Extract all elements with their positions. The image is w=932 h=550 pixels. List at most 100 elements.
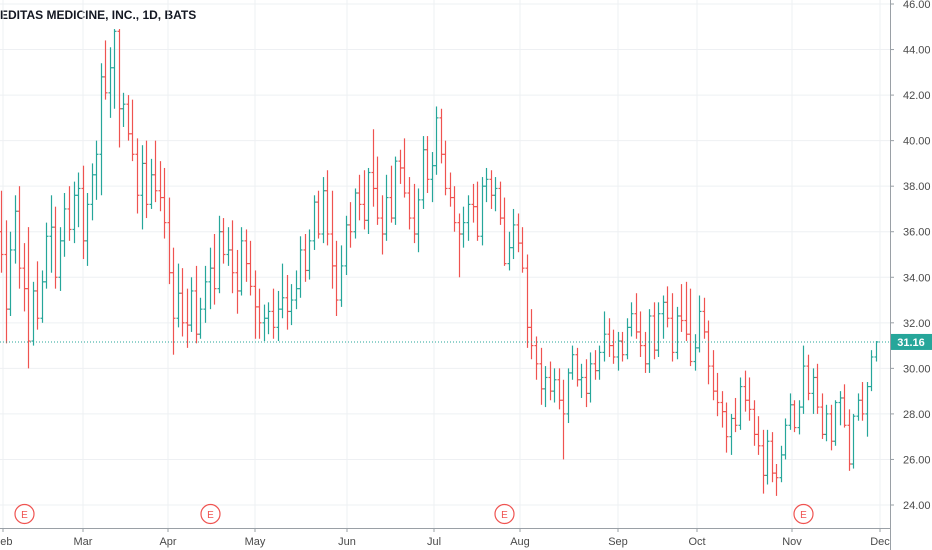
ohlc-bar [774,464,779,496]
ohlc-bar [362,170,367,230]
earnings-marker [200,503,221,525]
ohlc-bar [579,363,584,398]
ohlc-bar [58,227,63,291]
ohlc-bar [765,429,770,485]
ohlc-bar [448,172,453,207]
ohlc-bar [31,281,36,346]
ohlc-bar [792,400,797,433]
ohlc-bar [588,352,593,403]
ohlc-bar [661,295,666,339]
ohlc-bar [611,329,616,364]
ohlc-bar [366,167,371,235]
ohlc-bar [761,429,766,494]
ohlc-bar [76,172,81,228]
ohlc-bar [625,318,630,360]
ohlc-bar [26,227,31,369]
ohlc-bar [593,350,598,380]
ohlc-bar [312,195,317,250]
ohlc-bar [171,247,176,355]
ohlc-bar [344,215,349,275]
y-tick-label: 30.00 [903,363,931,375]
ohlc-bar [421,136,426,209]
ohlc-bar [457,213,462,278]
ohlc-bar [248,240,253,296]
ohlc-bar [806,354,811,401]
ohlc-bar [711,350,716,401]
ohlc-bar [484,167,489,203]
ohlc-bar [860,382,865,421]
ohlc-bar [747,377,752,421]
ohlc-bar [466,195,471,241]
ohlc-bar [842,384,847,428]
ohlc-bar [566,368,571,424]
y-tick-label: 40.00 [903,136,931,148]
ohlc-bar [8,231,13,316]
ohlc-bar [94,140,99,200]
ohlc-bar [180,268,185,337]
ohlc-bar [325,170,330,246]
ohlc-bar [638,311,643,357]
ohlc-bar [140,145,145,230]
ohlc-bar [847,409,852,471]
y-tick-label: 36.00 [903,227,931,239]
ohlc-bar [330,190,335,289]
ohlc-bar [62,193,67,257]
ohlc-bar [149,158,154,209]
ohlc-bar [797,400,802,435]
ohlc-bar [851,413,856,469]
ohlc-bar [693,334,698,371]
ohlc-bar [117,29,122,148]
ohlc-bar [402,138,407,198]
y-tick-label: 44.00 [903,45,931,57]
ohlc-bar [53,206,58,289]
x-tick-label: May [245,536,266,548]
ohlc-bar [620,331,625,362]
ohlc-bar [162,167,167,239]
ohlc-bar [316,190,321,239]
ohlc-bar [434,106,439,175]
ohlc-bar [829,404,834,451]
ohlc-bar [262,304,267,342]
ohlc-bar [271,288,276,339]
ohlc-bar [194,265,199,344]
ohlc-bar [144,140,149,219]
ohlc-bar [108,47,113,118]
ohlc-bar [688,288,693,367]
ohlc-bar [412,183,417,244]
ohlc-bar [729,413,734,455]
ohlc-bar [511,208,516,260]
ohlc-bar [353,188,358,239]
ohlc-bar [253,270,258,339]
ohlc-bar [647,309,652,373]
earnings-marker-label: E [207,510,214,521]
ohlc-bar [697,295,702,353]
ohlc-bar [498,181,503,225]
ohlc-bar [801,345,806,414]
ohlc-bar [289,284,294,326]
ohlc-bar [557,368,562,410]
ohlc-bar [471,183,476,223]
ohlc-bar [430,152,435,203]
ohlc-bar [208,247,213,310]
ohlc-bar [35,261,40,330]
x-tick-label: Sep [608,536,628,548]
ohlc-bar [584,359,589,408]
ohlc-bar [280,263,285,319]
ohlc-bar [561,379,566,460]
y-tick-label: 46.00 [903,0,931,11]
ohlc-bar [665,286,670,328]
ohlc-bar [706,320,711,385]
y-tick-label: 26.00 [903,454,931,466]
ohlc-bar [779,445,784,483]
ohlc-bar [597,345,602,380]
ohlc-bar [49,195,54,273]
ohlc-bar [22,243,27,312]
ohlc-bar [811,368,816,414]
ohlc-bar [788,393,793,430]
ohlc-bar [294,270,299,310]
ohlc-bar [393,156,398,225]
ohlc-bar [425,136,430,194]
earnings-marker-label: E [800,510,807,521]
ohlc-bar [602,311,607,362]
